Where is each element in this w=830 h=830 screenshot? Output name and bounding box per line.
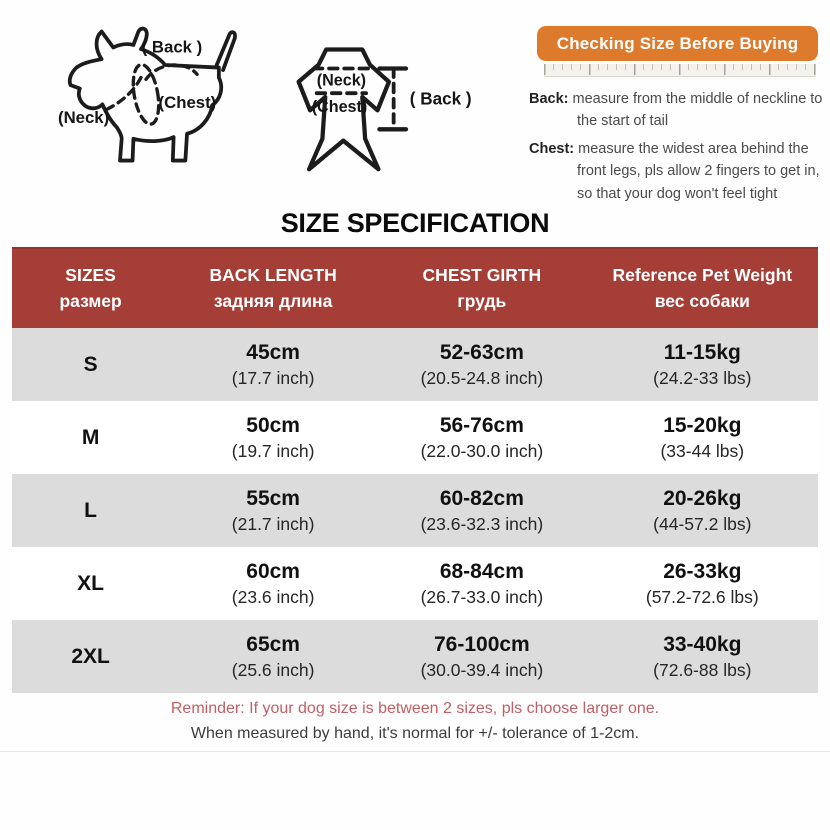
col-header-ru: задняя длина: [213, 290, 333, 311]
back-length-cell: 45cm (17.7 inch): [169, 328, 377, 401]
value-cm: 60cm: [246, 560, 300, 584]
dog-chest-label: (Chest): [159, 93, 217, 112]
garment-chest-label: (Chest): [312, 98, 368, 116]
col-header-en: BACK LENGTH: [209, 265, 337, 286]
value-kg: 15-20kg: [663, 414, 742, 438]
value-lbs: (57.2-72.6 lbs): [645, 586, 759, 607]
col-header-ru: размер: [59, 290, 122, 311]
value-cm: 45cm: [246, 341, 300, 365]
value-inch: (25.6 inch): [231, 659, 315, 680]
value-inch: (21.7 inch): [231, 513, 315, 534]
chest-girth-cell: 76-100cm (30.0-39.4 inch): [377, 620, 587, 693]
chest-girth-cell: 60-82cm (23.6-32.3 inch): [377, 474, 587, 547]
value-kg: 11-15kg: [663, 341, 741, 365]
col-header-ru: вес собаки: [654, 290, 750, 311]
dog-outline: [67, 26, 224, 163]
chest-instruction: Chest: measure the widest area behind th…: [529, 138, 827, 205]
garment-outline: [296, 47, 392, 172]
value-inch: (19.7 inch): [231, 440, 315, 461]
weight-cell: 11-15kg (24.2-33 lbs): [587, 328, 818, 401]
value-inch: (22.0-30.0 inch): [420, 440, 544, 461]
value-kg: 33-40kg: [663, 633, 742, 657]
col-header-chest-girth: CHEST GIRTH грудь: [377, 249, 587, 328]
col-header-ru: грудь: [457, 290, 507, 311]
weight-cell: 33-40kg (72.6-88 lbs): [587, 620, 818, 693]
chest-girth-cell: 56-76cm (22.0-30.0 inch): [377, 401, 587, 474]
page-title: SIZE SPECIFICATION: [280, 208, 550, 238]
table-row-m: M 50cm (19.7 inch) 56-76cm (22.0-30.0 in…: [12, 401, 818, 474]
value-inch: (23.6 inch): [231, 586, 315, 607]
dog-neck-label: (Neck): [58, 108, 109, 127]
bottom-divider: [0, 751, 830, 752]
measuring-instructions: Back: measure from the middle of necklin…: [529, 88, 827, 210]
value-cm: 52-63cm: [439, 341, 524, 365]
value-cm: 68-84cm: [439, 560, 524, 584]
back-length-cell: 55cm (21.7 inch): [169, 474, 377, 547]
size-cell: XL: [77, 571, 104, 595]
back-instruction: Back: measure from the middle of necklin…: [529, 88, 827, 133]
size-table: SIZES размер BACK LENGTH задняя длина CH…: [12, 247, 818, 693]
value-inch: (26.7-33.0 inch): [420, 586, 544, 607]
weight-cell: 20-26kg (44-57.2 lbs): [587, 474, 818, 547]
size-cell: L: [84, 498, 97, 522]
dog-measurement-diagram: ( Back ) (Chest) (Neck): [58, 26, 237, 163]
back-length-cell: 65cm (25.6 inch): [169, 620, 377, 693]
value-inch: (23.6-32.3 inch): [420, 513, 544, 534]
chest-instruction-text: measure the widest area behind the front…: [577, 140, 820, 202]
table-row-2xl: 2XL 65cm (25.6 inch) 76-100cm (30.0-39.4…: [12, 620, 818, 693]
chest-girth-cell: 52-63cm (20.5-24.8 inch): [377, 328, 587, 401]
col-header-en: SIZES: [65, 265, 116, 286]
value-lbs: (33-44 lbs): [660, 440, 745, 461]
size-cell: S: [83, 352, 98, 376]
chest-instruction-term: Chest:: [529, 140, 575, 157]
garment-back-label: ( Back ): [410, 90, 472, 109]
col-header-back-length: BACK LENGTH задняя длина: [169, 249, 377, 328]
dog-neck-measure-line: [104, 74, 144, 112]
size-cell: M: [81, 425, 100, 449]
value-cm: 76-100cm: [433, 633, 530, 657]
footer-notes: Reminder: If your dog size is between 2 …: [0, 697, 830, 747]
back-instruction-text: measure from the middle of neckline to t…: [572, 91, 823, 130]
value-kg: 26-33kg: [663, 560, 742, 584]
table-row-xl: XL 60cm (23.6 inch) 68-84cm (26.7-33.0 i…: [12, 547, 818, 620]
dog-back-label: ( Back ): [142, 37, 203, 56]
dog-chest-measure-line: [131, 62, 161, 126]
chest-girth-cell: 68-84cm (26.7-33.0 inch): [377, 547, 587, 620]
ruler-graphic: [544, 64, 816, 77]
value-cm: 50cm: [246, 414, 300, 438]
garment-measurement-diagram: (Neck) (Chest) ( Back ): [296, 47, 472, 172]
tolerance-note: When measured by hand, it's normal for +…: [190, 724, 640, 742]
weight-cell: 15-20kg (33-44 lbs): [587, 401, 818, 474]
dog-back-measure-line: [144, 63, 199, 81]
col-header-sizes: SIZES размер: [12, 249, 169, 328]
weight-cell: 26-33kg (57.2-72.6 lbs): [587, 547, 818, 620]
back-length-cell: 60cm (23.6 inch): [169, 547, 377, 620]
checking-size-banner: Checking Size Before Buying: [537, 26, 818, 61]
value-inch: (17.7 inch): [231, 367, 315, 388]
table-header-row: SIZES размер BACK LENGTH задняя длина CH…: [12, 247, 818, 328]
value-cm: 55cm: [246, 487, 300, 511]
value-lbs: (44-57.2 lbs): [653, 513, 752, 534]
value-cm: 56-76cm: [439, 414, 524, 438]
value-cm: 65cm: [246, 633, 300, 657]
value-kg: 20-26kg: [663, 487, 742, 511]
size-cell: 2XL: [71, 644, 110, 668]
table-row-s: S 45cm (17.7 inch) 52-63cm (20.5-24.8 in…: [12, 328, 818, 401]
back-instruction-term: Back:: [529, 91, 569, 107]
dog-tail: [214, 30, 237, 72]
value-inch: (20.5-24.8 inch): [420, 367, 544, 388]
table-row-l: L 55cm (21.7 inch) 60-82cm (23.6-32.3 in…: [12, 474, 818, 547]
reminder-note: Reminder: If your dog size is between 2 …: [170, 700, 660, 717]
col-header-pet-weight: Reference Pet Weight вес собаки: [587, 249, 818, 328]
value-lbs: (24.2-33 lbs): [653, 367, 752, 388]
value-inch: (30.0-39.4 inch): [420, 659, 544, 680]
value-cm: 60-82cm: [439, 487, 524, 511]
col-header-en: Reference Pet Weight: [612, 265, 793, 286]
back-length-cell: 50cm (19.7 inch): [169, 401, 377, 474]
col-header-en: CHEST GIRTH: [422, 265, 542, 286]
garment-neck-label: (Neck): [317, 72, 366, 90]
value-lbs: (72.6-88 lbs): [653, 659, 752, 680]
